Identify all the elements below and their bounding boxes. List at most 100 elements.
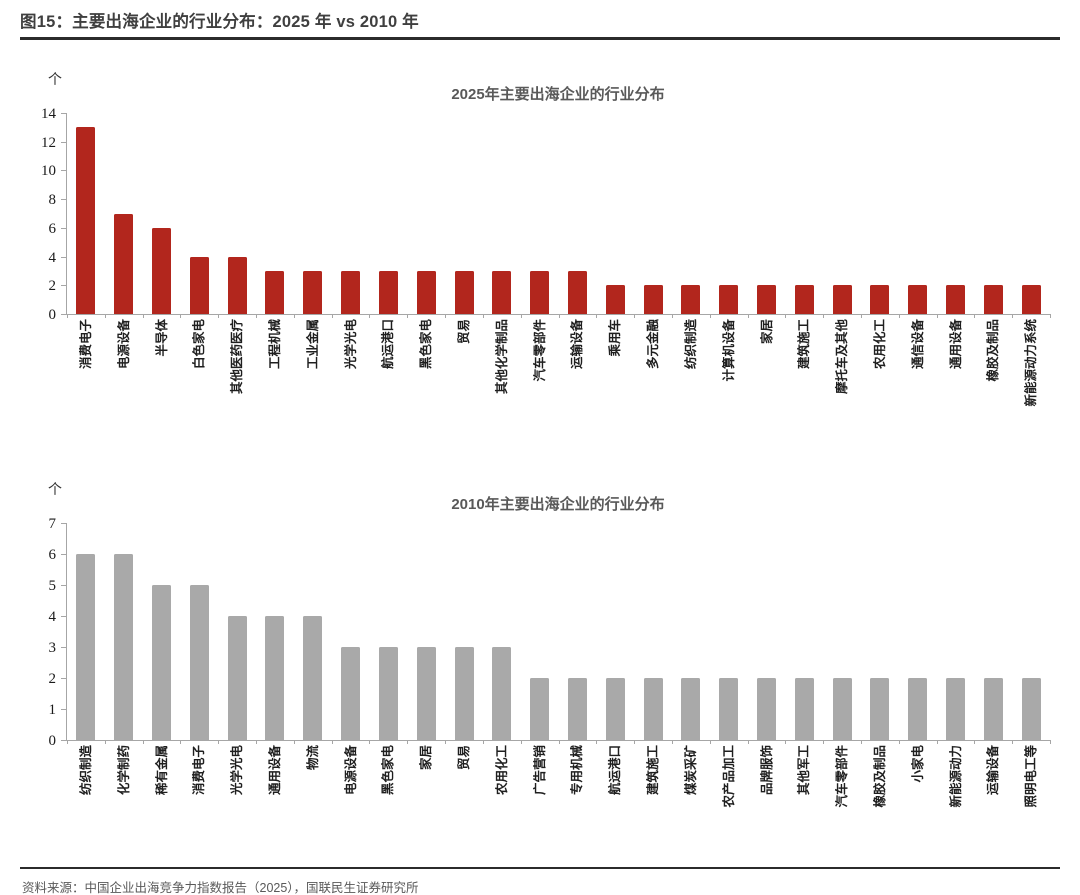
y-tick-mark bbox=[61, 585, 66, 586]
bars-2010 bbox=[67, 523, 1050, 740]
category-label-cell: 白色家电 bbox=[180, 315, 218, 453]
category-label-cell: 贸易 bbox=[445, 741, 483, 861]
bar bbox=[454, 647, 474, 740]
y-tick-label: 10 bbox=[41, 163, 56, 180]
y-tick-mark bbox=[61, 314, 66, 315]
category-label: 广告营销 bbox=[532, 745, 547, 796]
category-label-cell: 航运港口 bbox=[596, 741, 634, 861]
bar bbox=[719, 285, 739, 314]
y-tick-mark bbox=[61, 678, 66, 679]
x-tick-mark bbox=[974, 314, 976, 318]
bar-column bbox=[937, 523, 975, 740]
y-tick-label: 6 bbox=[48, 220, 57, 237]
bar bbox=[643, 678, 663, 740]
category-label: 橡胶及制品 bbox=[872, 745, 887, 808]
category-label: 工程机械 bbox=[267, 319, 282, 370]
category-label: 黑色家电 bbox=[419, 319, 434, 370]
category-label-cell: 橡胶及制品 bbox=[975, 315, 1013, 453]
category-label-cell: 光学光电 bbox=[218, 741, 256, 861]
bar-column bbox=[861, 113, 899, 314]
bar bbox=[946, 285, 966, 314]
y-tick-mark bbox=[61, 170, 66, 172]
category-label-cell: 航运港口 bbox=[370, 315, 408, 453]
category-label: 运输设备 bbox=[570, 319, 585, 370]
bar-column bbox=[483, 523, 521, 740]
category-label-cell: 广告营销 bbox=[521, 741, 559, 861]
category-label-cell: 汽车零部件 bbox=[521, 315, 559, 453]
category-label-cell: 橡胶及制品 bbox=[861, 741, 899, 861]
x-tick-mark bbox=[445, 314, 447, 318]
bar bbox=[189, 585, 209, 740]
category-label: 乘用车 bbox=[608, 319, 623, 357]
bar bbox=[946, 678, 966, 740]
category-label-cell: 农产品加工 bbox=[710, 741, 748, 861]
bar-column bbox=[710, 523, 748, 740]
bar bbox=[870, 678, 890, 740]
category-label: 黑色家电 bbox=[381, 745, 396, 796]
category-label: 光学光电 bbox=[230, 745, 245, 796]
bar-column bbox=[294, 523, 332, 740]
bar bbox=[605, 678, 625, 740]
y-tick-label: 2 bbox=[48, 278, 57, 295]
bar bbox=[681, 678, 701, 740]
x-tick-mark bbox=[823, 740, 825, 744]
x-tick-mark bbox=[293, 314, 295, 318]
y-tick-mark bbox=[61, 616, 66, 617]
x-tick-mark bbox=[104, 740, 106, 744]
bar-column bbox=[67, 523, 105, 740]
source-note: 资料来源：中国企业出海竞争力指数报告（2025），国联民生证券研究所 bbox=[22, 881, 419, 895]
category-label-cell: 汽车零部件 bbox=[823, 741, 861, 861]
category-label-cell: 新能源动力 bbox=[937, 741, 975, 861]
category-label: 计算机设备 bbox=[721, 319, 736, 382]
category-label: 通用设备 bbox=[267, 745, 282, 796]
bar-column bbox=[180, 523, 218, 740]
category-label-cell: 其他化学制品 bbox=[483, 315, 521, 453]
bar bbox=[681, 285, 701, 314]
x-tick-mark bbox=[369, 314, 371, 318]
category-label: 家居 bbox=[419, 745, 434, 771]
bar-column bbox=[256, 113, 294, 314]
x-tick-mark bbox=[293, 740, 295, 744]
bar-column bbox=[1012, 523, 1050, 740]
bar bbox=[983, 678, 1003, 740]
bar-column bbox=[748, 523, 786, 740]
category-label-cell: 电源设备 bbox=[105, 315, 143, 453]
bar-column bbox=[748, 113, 786, 314]
x-tick-mark bbox=[898, 314, 900, 318]
bar bbox=[76, 127, 96, 314]
x-tick-mark bbox=[520, 740, 522, 744]
category-label: 纺织制造 bbox=[78, 745, 93, 796]
x-tick-mark bbox=[823, 314, 825, 318]
category-label: 电源设备 bbox=[343, 745, 358, 796]
bar bbox=[303, 616, 323, 740]
bar-column bbox=[596, 523, 634, 740]
bar bbox=[265, 270, 285, 314]
category-label: 家居 bbox=[759, 319, 774, 345]
category-label-cell: 其他军工 bbox=[785, 741, 823, 861]
x-tick-mark bbox=[67, 740, 68, 744]
x-axis-labels-2010: 纺织制造 化学制药 稀有金属 消费电子 光学光电 通用设备 物流 电源设备 黑色家电 家居 贸易 农用… bbox=[67, 741, 1050, 861]
y-axis-2025: 0 2 4 6 8 10 12 14 bbox=[20, 106, 66, 323]
x-tick-mark bbox=[634, 314, 636, 318]
bar bbox=[530, 678, 550, 740]
x-tick-mark bbox=[860, 740, 862, 744]
bar-column bbox=[672, 523, 710, 740]
category-label: 物流 bbox=[305, 745, 320, 771]
category-label: 工业金属 bbox=[305, 319, 320, 370]
x-tick-mark bbox=[407, 740, 409, 744]
category-label-cell: 纺织制造 bbox=[67, 741, 105, 861]
category-label: 航运港口 bbox=[608, 745, 623, 796]
y-tick-label: 4 bbox=[48, 249, 57, 266]
bar bbox=[303, 270, 323, 314]
y-tick-mark bbox=[61, 647, 66, 648]
bar-column bbox=[67, 113, 105, 314]
header-rule bbox=[20, 37, 1060, 40]
x-tick-mark bbox=[860, 314, 862, 318]
category-label: 贸易 bbox=[457, 319, 472, 345]
figure-title: 图15：主要出海企业的行业分布：2025 年 vs 2010 年 bbox=[20, 13, 419, 31]
y-tick-label: 7 bbox=[48, 516, 57, 532]
category-label: 航运港口 bbox=[381, 319, 396, 370]
bar bbox=[908, 678, 928, 740]
category-label-cell: 摩托车及其他 bbox=[823, 315, 861, 453]
x-axis-ticks-2025 bbox=[67, 314, 1051, 319]
